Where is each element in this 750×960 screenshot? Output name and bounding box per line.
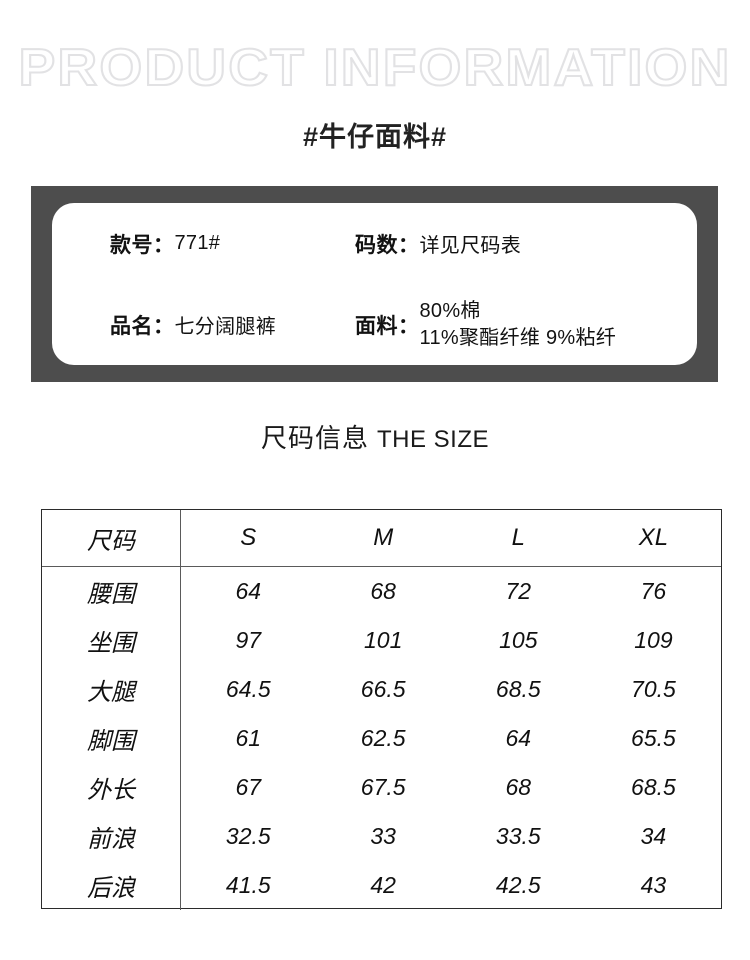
style-no-label: 款号： <box>110 233 175 257</box>
row-cell: 72 <box>505 578 532 604</box>
row-cell: 64.5 <box>225 676 271 702</box>
row-cell: 33 <box>370 823 396 849</box>
row-cell: 41.5 <box>225 872 271 898</box>
row-cell: 64 <box>235 578 262 604</box>
row-cell: 68.5 <box>495 676 541 702</box>
size-table: 尺码 S M L XL 腰围 64 68 72 76 坐围 97 101 105… <box>42 510 721 910</box>
product-name-label: 品名： <box>110 314 175 338</box>
row-label: 坐围 <box>42 616 181 665</box>
row-cell: 68 <box>505 774 532 800</box>
size-table-body: 腰围 64 68 72 76 坐围 97 101 105 109 大腿 64.5… <box>42 566 721 910</box>
size-table-head: 尺码 S M L XL <box>42 510 721 567</box>
size-heading-cn: 尺码信息 <box>260 423 369 453</box>
size-table-col-header-s: S <box>180 510 316 567</box>
row-cell: 34 <box>640 823 667 849</box>
size-label: 码数： <box>355 233 420 257</box>
size-section-heading: 尺码信息 THE SIZE <box>0 425 750 452</box>
row-cell: 61 <box>235 725 262 751</box>
row-cell: 97 <box>235 627 262 653</box>
table-row: 大腿 64.5 66.5 68.5 70.5 <box>42 665 721 714</box>
page-banner-title: PRODUCT INFORMATION <box>17 39 732 97</box>
row-label: 后浪 <box>42 861 181 910</box>
size-table-header-row: 尺码 S M L XL <box>42 510 721 567</box>
row-label: 外长 <box>42 763 181 812</box>
info-row-fabric: 面料： 80%棉 11%聚酯纤维 9%粘纤 <box>335 298 697 351</box>
row-label: 前浪 <box>42 812 181 861</box>
table-row: 后浪 41.5 42 42.5 43 <box>42 861 721 910</box>
size-value: 详见尺码表 <box>419 235 521 257</box>
table-row: 前浪 32.5 33 33.5 34 <box>42 812 721 861</box>
row-cell: 67.5 <box>360 774 406 800</box>
product-info-panel: 款号： 771# 码数： 详见尺码表 品名： 七分阔腿裤 面料： 80%棉 11… <box>52 203 697 365</box>
size-table-col-header-l: L <box>450 510 586 567</box>
fabric-value-line-1: 80%棉 <box>419 300 481 323</box>
size-table-container: 尺码 S M L XL 腰围 64 68 72 76 坐围 97 101 105… <box>41 509 722 910</box>
fabric-value: 80%棉 11%聚酯纤维 9%粘纤 <box>420 298 617 351</box>
row-cell: 62.5 <box>360 725 406 751</box>
row-label: 大腿 <box>42 665 181 714</box>
size-table-corner-header: 尺码 <box>42 510 181 567</box>
size-table-col-header-xl: XL <box>585 510 721 567</box>
row-label: 脚围 <box>42 714 181 763</box>
row-cell: 65.5 <box>631 725 676 751</box>
row-label: 腰围 <box>42 566 181 616</box>
info-row-product-name: 品名： 七分阔腿裤 <box>52 310 335 340</box>
row-cell: 33.5 <box>495 823 541 849</box>
row-cell: 64 <box>505 725 532 751</box>
row-cell: 105 <box>499 627 538 653</box>
size-heading-en: THE SIZE <box>377 426 490 453</box>
product-name-value: 七分阔腿裤 <box>174 316 276 338</box>
row-cell: 76 <box>640 578 667 604</box>
row-cell: 42 <box>370 872 396 898</box>
row-cell: 68 <box>370 578 396 604</box>
info-row-size: 码数： 详见尺码表 <box>335 229 697 259</box>
table-row: 腰围 64 68 72 76 <box>42 566 721 616</box>
table-row: 脚围 61 62.5 64 65.5 <box>42 714 721 763</box>
row-cell: 109 <box>634 627 673 653</box>
row-cell: 67 <box>235 774 262 800</box>
product-info-card: 款号： 771# 码数： 详见尺码表 品名： 七分阔腿裤 面料： 80%棉 11… <box>31 186 718 382</box>
fabric-value-line-2: 11%聚酯纤维 9%粘纤 <box>419 326 617 349</box>
info-row-style-no: 款号： 771# <box>52 229 335 259</box>
row-cell: 68.5 <box>631 774 676 800</box>
product-info-grid: 款号： 771# 码数： 详见尺码表 品名： 七分阔腿裤 面料： 80%棉 11… <box>52 203 697 365</box>
size-table-col-header-m: M <box>315 510 451 567</box>
page-subtitle: #牛仔面料# <box>302 122 448 152</box>
style-no-value: 771# <box>174 232 221 254</box>
table-row: 外长 67 67.5 68 68.5 <box>42 763 721 812</box>
table-row: 坐围 97 101 105 109 <box>42 616 721 665</box>
row-cell: 32.5 <box>225 823 271 849</box>
row-cell: 66.5 <box>360 676 406 702</box>
row-cell: 101 <box>364 627 403 653</box>
row-cell: 43 <box>640 872 667 898</box>
fabric-label: 面料： <box>355 314 420 338</box>
row-cell: 70.5 <box>631 676 676 702</box>
row-cell: 42.5 <box>495 872 541 898</box>
